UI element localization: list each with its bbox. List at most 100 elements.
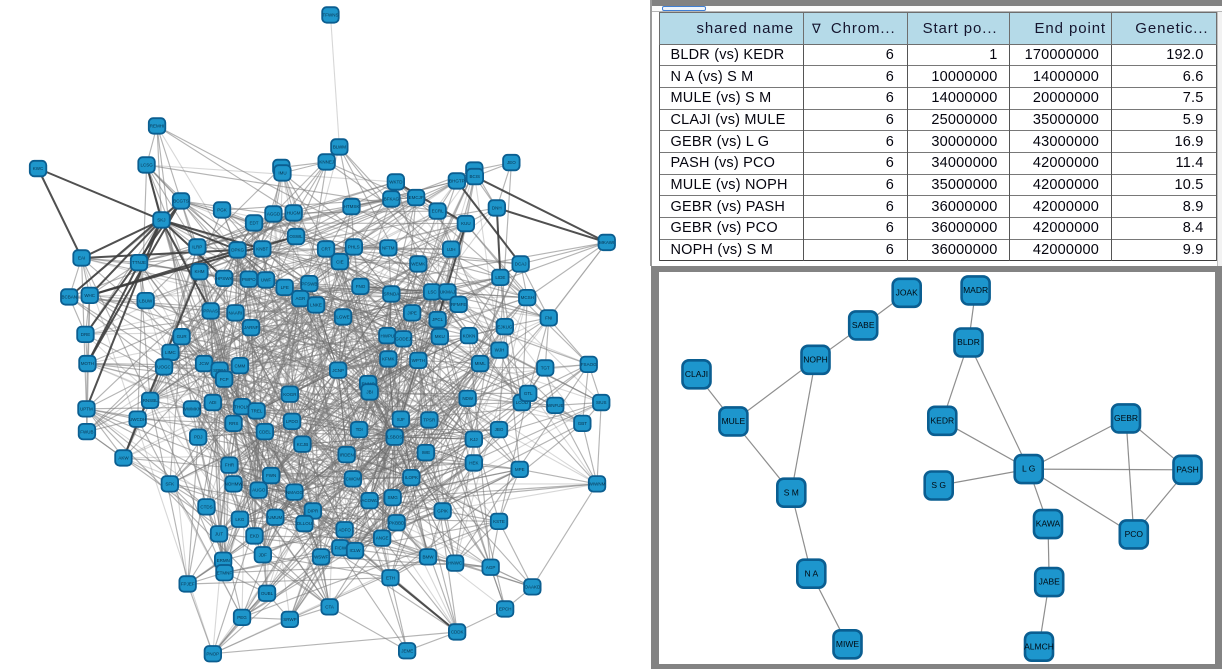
svg-text:CMM: CMM (235, 363, 246, 368)
svg-text:WEMK: WEMK (411, 262, 425, 267)
svg-text:S M: S M (784, 487, 799, 497)
svg-text:KHM: KHM (195, 269, 205, 274)
svg-text:WHC: WHC (84, 293, 95, 298)
svg-text:ILRP: ILRP (192, 245, 202, 250)
svg-text:FWUB: FWUB (80, 429, 93, 434)
svg-text:NMAGG: NMAGG (286, 490, 304, 495)
svg-text:IMU: IMU (278, 171, 286, 176)
svg-text:HUGM: HUGM (287, 211, 301, 216)
svg-text:WIWNM: WIWNM (589, 482, 606, 487)
svg-text:UJH: UJH (447, 247, 456, 252)
svg-text:UOGC: UOGC (157, 365, 171, 370)
svg-text:ALMCH: ALMCH (1024, 641, 1054, 651)
svg-text:DNH: DNH (492, 206, 502, 211)
svg-text:FICW: FICW (335, 545, 347, 550)
svg-text:LBUW: LBUW (139, 298, 153, 303)
svg-text:PGK: PGK (217, 208, 227, 213)
svg-text:FWN: FWN (266, 473, 276, 478)
svg-text:ICLW: ICLW (350, 548, 362, 553)
svg-text:ECRL: ECRL (432, 209, 445, 214)
svg-text:PEG: PEG (237, 615, 247, 620)
svg-text:LSC: LSC (428, 289, 438, 294)
svg-text:MCSH: MCSH (521, 295, 534, 300)
svg-text:WPTH: WPTH (412, 358, 425, 363)
svg-text:ACOWL: ACOWL (361, 498, 378, 503)
svg-text:TPSR: TPSR (423, 418, 436, 423)
svg-text:SFK: SFK (165, 482, 174, 487)
svg-text:REMHI: REMHI (150, 124, 165, 129)
svg-text:WKTD: WKTD (389, 180, 403, 185)
svg-text:NAARI: NAARI (229, 311, 243, 316)
svg-text:AGP: AGP (486, 565, 496, 570)
svg-text:EPCH: EPCH (499, 607, 512, 612)
svg-text:HTMSK: HTMSK (344, 204, 360, 209)
svg-text:SPBW: SPBW (213, 368, 227, 373)
svg-text:SRWP: SRWP (283, 617, 296, 622)
svg-text:HWPU: HWPU (381, 333, 395, 338)
svg-text:EJKUG: EJKUG (497, 324, 513, 329)
svg-text:LFE: LFE (281, 285, 289, 290)
svg-text:BCBAN: BCBAN (62, 295, 78, 300)
svg-text:TTNJE: TTNJE (132, 260, 146, 265)
svg-text:NFTM: NFTM (382, 245, 395, 250)
svg-text:KNNEJ: KNNEJ (319, 160, 334, 165)
svg-text:BMW: BMW (423, 555, 435, 560)
svg-text:OUBL: OUBL (261, 591, 274, 596)
svg-text:KOKN: KOKN (463, 333, 476, 338)
svg-text:GTL: GTL (524, 391, 533, 396)
svg-text:GBT: GBT (578, 421, 588, 426)
svg-text:JBI: JBI (366, 390, 373, 395)
svg-text:BHGTP: BHGTP (449, 179, 465, 184)
svg-text:JDF: JDF (259, 552, 267, 557)
svg-text:RRS: RRS (229, 421, 239, 426)
svg-text:CLAJI: CLAJI (685, 369, 708, 379)
svg-text:CIE: CIE (336, 259, 344, 264)
svg-text:BCIS: BCIS (470, 174, 481, 179)
svg-text:WWMKN: WWMKN (183, 406, 202, 411)
svg-text:SABE: SABE (852, 320, 875, 330)
svg-text:L G: L G (1022, 464, 1035, 474)
svg-text:LIDE: LIDE (495, 275, 505, 280)
svg-text:LPDO: LPDO (286, 419, 299, 424)
svg-text:BCGTS: BCGTS (173, 199, 189, 204)
svg-text:MIWE: MIWE (836, 639, 859, 649)
svg-text:UWF: UWF (261, 278, 271, 283)
svg-text:KOGR: KOGR (283, 392, 297, 397)
svg-text:KNBT: KNBT (256, 247, 268, 252)
svg-text:AGGD: AGGD (267, 212, 281, 217)
svg-text:UMUM: UMUM (268, 515, 282, 520)
svg-text:JIPE: JIPE (407, 311, 417, 316)
svg-text:FNI: FNI (545, 315, 552, 320)
svg-text:TDI: TDI (356, 427, 363, 432)
svg-text:MKAWI: MKAWI (599, 240, 614, 245)
svg-text:WNFUE: WNFUE (547, 403, 564, 408)
svg-text:LNKE: LNKE (310, 303, 322, 308)
svg-text:DRE: DRE (81, 332, 91, 337)
svg-text:MIML: MIML (475, 361, 487, 366)
svg-text:BFKAG: BFKAG (384, 197, 400, 202)
svg-text:AGR: AGR (296, 296, 307, 301)
svg-text:KJJ: KJJ (470, 437, 478, 442)
svg-text:HPSWK: HPSWK (216, 276, 233, 281)
svg-text:PFSWB: PFSWB (301, 281, 317, 286)
svg-text:KAWA: KAWA (1036, 519, 1061, 529)
svg-text:EKD: EKD (250, 534, 260, 539)
svg-text:OAAKD: OAAKD (525, 585, 542, 590)
svg-text:JARNF: JARNF (244, 325, 259, 330)
svg-text:PWPO: PWPO (242, 277, 256, 282)
svg-text:PNOP: PNOP (206, 651, 219, 656)
svg-text:ILOPK: ILOPK (405, 475, 418, 480)
svg-text:UKMAJ: UKMAJ (440, 289, 455, 294)
svg-text:WSWF: WSWF (314, 555, 328, 560)
svg-text:FCP: FCP (220, 377, 229, 382)
svg-text:TFWNS: TFWNS (323, 13, 339, 18)
svg-text:JEO: JEO (507, 160, 516, 165)
svg-text:CDEL: CDEL (259, 429, 272, 434)
svg-text:LSBOS: LSBOS (387, 435, 402, 440)
svg-text:OSWL: OSWL (289, 234, 303, 239)
svg-text:JUT: JUT (215, 532, 223, 537)
svg-text:CDDK: CDDK (451, 630, 464, 635)
svg-text:PCO: PCO (1125, 529, 1144, 539)
svg-text:SRNDA: SRNDA (384, 292, 400, 297)
svg-text:ANGE: ANGE (376, 536, 389, 541)
